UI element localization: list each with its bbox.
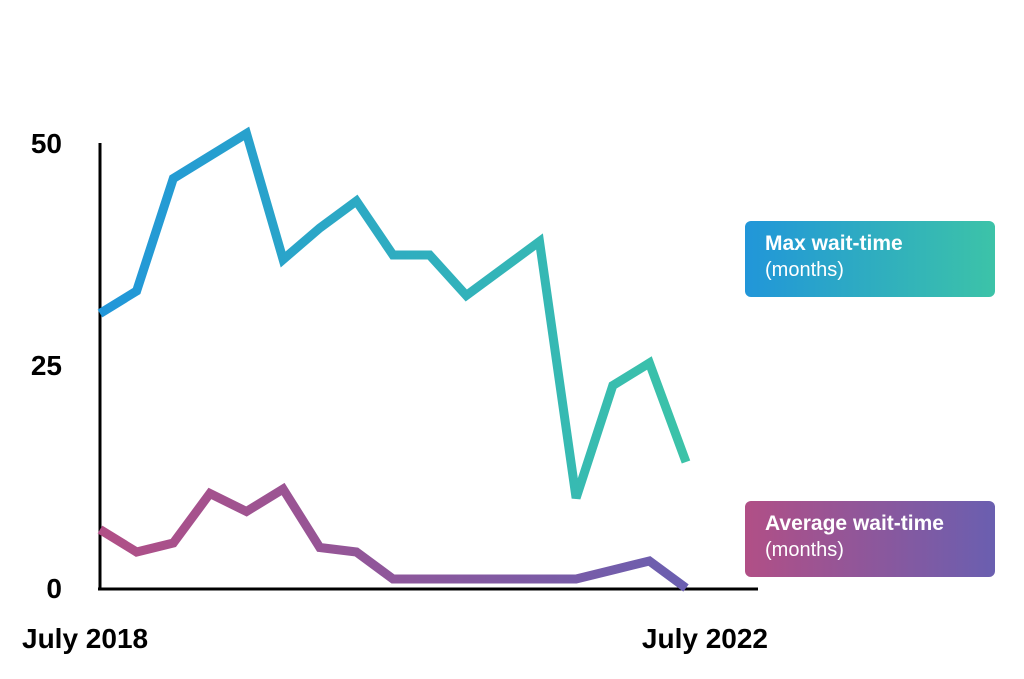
series-line-max-wait-time <box>97 126 691 500</box>
series-line-average-wait-time <box>97 482 689 592</box>
y-tick-label-25: 25 <box>31 350 62 381</box>
legend-max-title: Max wait-time <box>765 232 903 255</box>
legend-average-wait-time: Average wait-time (months) <box>745 501 995 577</box>
legend-average-unit: (months) <box>765 539 844 561</box>
series-layer <box>97 126 691 592</box>
y-tick-label-0: 0 <box>46 573 62 604</box>
legend-max-wait-time: Max wait-time (months) <box>745 221 995 297</box>
legend-max-unit: (months) <box>765 259 844 281</box>
legend-average-title: Average wait-time <box>765 512 944 535</box>
x-tick-label-start: July 2018 <box>22 623 148 654</box>
y-tick-label-50: 50 <box>31 128 62 159</box>
x-tick-label-end: July 2022 <box>642 623 768 654</box>
